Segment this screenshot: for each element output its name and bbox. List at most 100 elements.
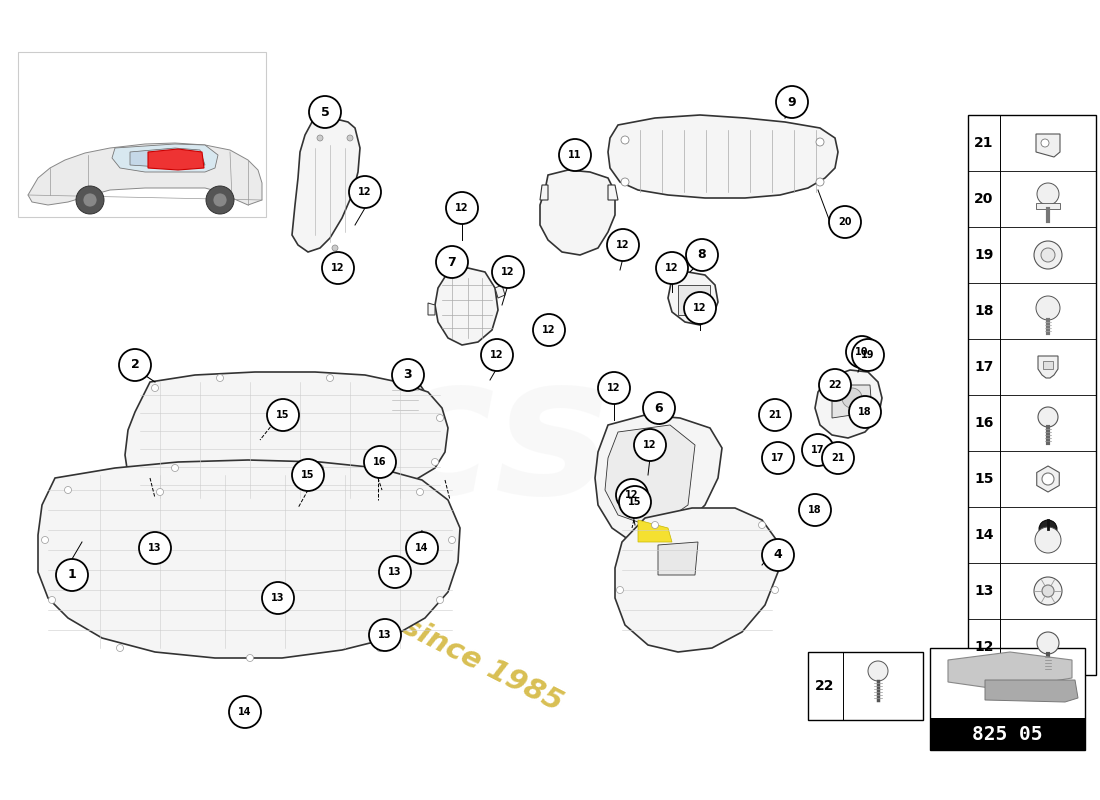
Circle shape <box>317 465 323 471</box>
Circle shape <box>152 385 158 391</box>
Polygon shape <box>130 148 205 168</box>
Circle shape <box>816 138 824 146</box>
Polygon shape <box>540 170 615 255</box>
Polygon shape <box>495 285 505 298</box>
Polygon shape <box>608 185 618 200</box>
Text: 18: 18 <box>858 407 872 417</box>
Text: a passion for parts since 1985: a passion for parts since 1985 <box>113 467 568 717</box>
Polygon shape <box>1043 361 1053 369</box>
Circle shape <box>621 178 629 186</box>
Circle shape <box>822 442 854 474</box>
Circle shape <box>644 392 675 424</box>
Circle shape <box>213 193 227 207</box>
Text: 12: 12 <box>975 640 993 654</box>
Text: 9: 9 <box>788 95 796 109</box>
Text: 13: 13 <box>975 584 993 598</box>
Polygon shape <box>386 380 425 420</box>
Text: 18: 18 <box>808 505 822 515</box>
Circle shape <box>1041 139 1049 147</box>
Circle shape <box>1042 585 1054 597</box>
Polygon shape <box>1036 134 1060 157</box>
Circle shape <box>206 186 234 214</box>
Circle shape <box>346 135 353 141</box>
Circle shape <box>322 252 354 284</box>
Polygon shape <box>984 680 1078 702</box>
Text: 16: 16 <box>975 416 993 430</box>
Circle shape <box>621 136 629 144</box>
Circle shape <box>771 586 779 594</box>
Circle shape <box>1035 527 1062 553</box>
Circle shape <box>776 86 808 118</box>
Polygon shape <box>148 149 204 170</box>
FancyBboxPatch shape <box>18 52 266 217</box>
Text: 12: 12 <box>491 350 504 360</box>
Circle shape <box>364 446 396 478</box>
Text: 8: 8 <box>697 249 706 262</box>
Circle shape <box>829 206 861 238</box>
Polygon shape <box>292 118 360 252</box>
Circle shape <box>559 139 591 171</box>
Text: 7: 7 <box>448 255 456 269</box>
Text: 12: 12 <box>502 267 515 277</box>
Polygon shape <box>112 144 218 172</box>
Circle shape <box>1037 632 1059 654</box>
Circle shape <box>406 532 438 564</box>
Circle shape <box>820 369 851 401</box>
FancyBboxPatch shape <box>1036 203 1060 209</box>
Text: 22: 22 <box>815 679 835 693</box>
Polygon shape <box>39 460 460 658</box>
Circle shape <box>262 582 294 614</box>
Text: 5: 5 <box>320 106 329 118</box>
Circle shape <box>65 486 72 494</box>
Polygon shape <box>605 425 695 528</box>
Circle shape <box>56 559 88 591</box>
Text: 12: 12 <box>693 303 706 313</box>
Text: 17: 17 <box>975 360 993 374</box>
Text: 12: 12 <box>607 383 620 393</box>
Polygon shape <box>595 415 722 542</box>
Circle shape <box>82 193 97 207</box>
Circle shape <box>327 374 333 382</box>
Text: 4: 4 <box>773 549 782 562</box>
Text: 1: 1 <box>67 569 76 582</box>
Circle shape <box>762 539 794 571</box>
Circle shape <box>868 661 888 681</box>
Circle shape <box>759 522 766 529</box>
Circle shape <box>405 385 411 391</box>
Circle shape <box>417 489 424 495</box>
Circle shape <box>651 522 659 529</box>
Circle shape <box>598 372 630 404</box>
Text: 13: 13 <box>148 543 162 553</box>
Text: 13: 13 <box>388 567 401 577</box>
Circle shape <box>842 388 862 408</box>
Text: 12: 12 <box>455 203 469 213</box>
Text: 6: 6 <box>654 402 663 414</box>
Circle shape <box>607 229 639 261</box>
Circle shape <box>229 696 261 728</box>
Text: 14: 14 <box>239 707 252 717</box>
Circle shape <box>816 178 824 186</box>
Polygon shape <box>678 285 710 315</box>
Polygon shape <box>658 542 698 575</box>
Text: 21: 21 <box>832 453 845 463</box>
Text: 22: 22 <box>828 380 842 390</box>
Circle shape <box>436 246 468 278</box>
Text: 21: 21 <box>975 136 993 150</box>
Text: 19: 19 <box>861 350 875 360</box>
Circle shape <box>292 459 324 491</box>
Polygon shape <box>428 303 435 315</box>
Circle shape <box>1040 520 1057 538</box>
Circle shape <box>481 339 513 371</box>
Circle shape <box>48 597 55 603</box>
Circle shape <box>267 399 299 431</box>
Circle shape <box>172 465 178 471</box>
Circle shape <box>437 414 443 422</box>
Text: 15: 15 <box>628 497 641 507</box>
Circle shape <box>379 556 411 588</box>
Circle shape <box>686 239 718 271</box>
Polygon shape <box>1036 466 1059 492</box>
Polygon shape <box>28 143 262 205</box>
Polygon shape <box>948 652 1072 688</box>
Circle shape <box>437 597 443 603</box>
Text: 12: 12 <box>331 263 344 273</box>
